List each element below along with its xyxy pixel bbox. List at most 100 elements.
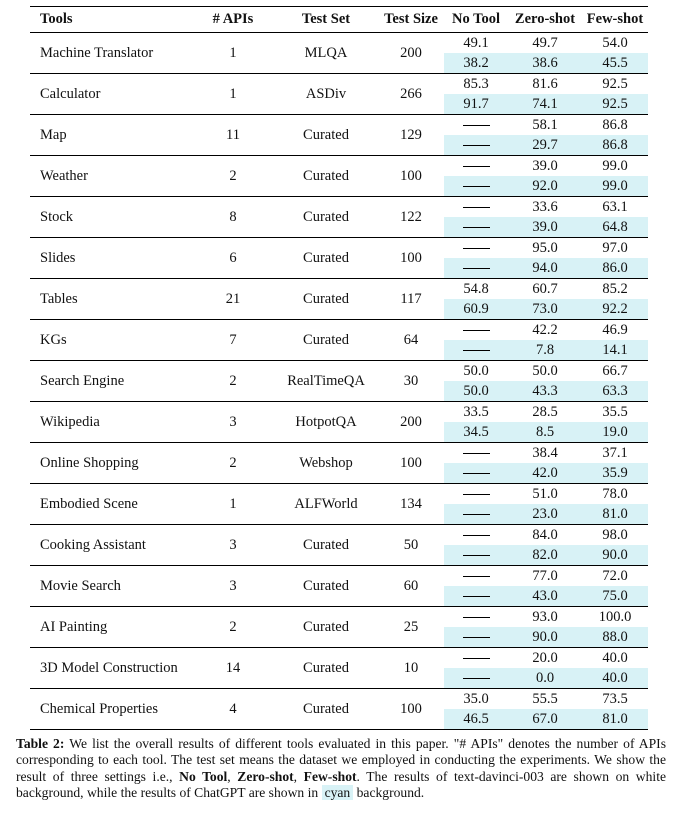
- cell-test-size: 100: [378, 155, 444, 197]
- score-pair: [444, 197, 508, 237]
- score-pair: 95.0 94.0: [508, 238, 582, 278]
- header-few-shot: Few-shot: [582, 6, 648, 33]
- caption-zero-shot: Zero-shot: [237, 768, 294, 784]
- chatgpt-score: [444, 340, 508, 360]
- cell-tool: AI Painting: [30, 606, 192, 648]
- chatgpt-score: 34.5: [444, 422, 508, 442]
- cell-zero-shot: 50.0 43.3: [508, 360, 582, 402]
- cell-few-shot: 85.2 92.2: [582, 278, 648, 320]
- cell-no-tool: [444, 196, 508, 238]
- cell-test-size: 10: [378, 647, 444, 689]
- cell-apis: 2: [192, 360, 274, 402]
- text-davinci-003-score: 33.5: [463, 403, 489, 420]
- score-pair: 81.6 74.1: [508, 74, 582, 114]
- cell-test-set: Curated: [274, 114, 378, 156]
- score-pair: [444, 607, 508, 647]
- chatgpt-score: 45.5: [582, 53, 648, 73]
- score-pair: 73.5 81.0: [582, 689, 648, 729]
- chatgpt-score: 73.0: [508, 299, 582, 319]
- header-apis: # APIs: [192, 6, 274, 33]
- no-result-dash: [462, 185, 490, 187]
- cell-tool: Cooking Assistant: [30, 524, 192, 566]
- text-davinci-003-score: 97.0: [602, 239, 628, 256]
- cell-test-set: ALFWorld: [274, 483, 378, 525]
- header-test-set: Test Set: [274, 6, 378, 33]
- cell-no-tool: [444, 647, 508, 689]
- score-pair: 85.2 92.2: [582, 279, 648, 319]
- text-davinci-003-score: [444, 525, 508, 545]
- text-davinci-003-score: 49.7: [532, 34, 558, 51]
- no-result-dash: [462, 636, 490, 638]
- text-davinci-003-score: 100.0: [598, 608, 632, 625]
- text-davinci-003-score: 63.1: [602, 198, 628, 215]
- cell-few-shot: 66.7 63.3: [582, 360, 648, 402]
- cell-test-size: 100: [378, 237, 444, 279]
- score-pair: [444, 115, 508, 155]
- cell-test-size: 100: [378, 688, 444, 730]
- chatgpt-score: 38.2: [444, 53, 508, 73]
- cell-few-shot: 78.0 81.0: [582, 483, 648, 525]
- cell-no-tool: 35.0 46.5: [444, 688, 508, 730]
- text-davinci-003-score: 85.3: [463, 75, 489, 92]
- caption-text-1: We list the overall results of different…: [16, 736, 666, 784]
- score-pair: 97.0 86.0: [582, 238, 648, 278]
- caption-text-2: . The results of text-davinci-003 are sh…: [16, 768, 666, 800]
- score-pair: 85.3 91.7: [444, 74, 508, 114]
- text-davinci-003-score: 20.0: [532, 649, 558, 666]
- cell-apis: 2: [192, 442, 274, 484]
- cell-apis: 2: [192, 606, 274, 648]
- score-pair: 35.5 19.0: [582, 402, 648, 442]
- score-pair: 50.0 43.3: [508, 361, 582, 401]
- cell-no-tool: [444, 114, 508, 156]
- cell-zero-shot: 39.0 92.0: [508, 155, 582, 197]
- chatgpt-score: [444, 668, 508, 688]
- table-row: Map 11 Curated 129 58.1 29.7 86.8 86.8: [30, 114, 648, 156]
- cell-tool: Wikipedia: [30, 401, 192, 443]
- no-result-dash: [462, 206, 490, 208]
- cell-zero-shot: 77.0 43.0: [508, 565, 582, 607]
- cell-few-shot: 63.1 64.8: [582, 196, 648, 238]
- cell-apis: 1: [192, 73, 274, 115]
- chatgpt-score: 46.5: [444, 709, 508, 729]
- chatgpt-score: 39.0: [508, 217, 582, 237]
- cell-test-size: 129: [378, 114, 444, 156]
- no-result-dash: [462, 124, 490, 126]
- cell-apis: 14: [192, 647, 274, 689]
- cell-zero-shot: 51.0 23.0: [508, 483, 582, 525]
- cell-no-tool: [444, 565, 508, 607]
- cell-test-size: 64: [378, 319, 444, 361]
- cell-no-tool: 54.8 60.9: [444, 278, 508, 320]
- cell-apis: 8: [192, 196, 274, 238]
- text-davinci-003-score: 95.0: [532, 239, 558, 256]
- score-pair: 60.7 73.0: [508, 279, 582, 319]
- score-pair: 51.0 23.0: [508, 484, 582, 524]
- cell-test-size: 100: [378, 442, 444, 484]
- cell-tool: 3D Model Construction: [30, 647, 192, 689]
- score-pair: 39.0 92.0: [508, 156, 582, 196]
- chatgpt-score: [444, 176, 508, 196]
- chatgpt-score: [444, 463, 508, 483]
- chatgpt-score: 86.0: [582, 258, 648, 278]
- cell-tool: Weather: [30, 155, 192, 197]
- cell-test-size: 266: [378, 73, 444, 115]
- text-davinci-003-score: 93.0: [532, 608, 558, 625]
- chatgpt-score: 23.0: [508, 504, 582, 524]
- cell-apis: 3: [192, 524, 274, 566]
- cell-test-set: Curated: [274, 319, 378, 361]
- text-davinci-003-score: 78.0: [602, 485, 628, 502]
- results-table-container: Tools # APIs Test Set Test Size No Tool …: [30, 6, 648, 730]
- chatgpt-score: 81.0: [582, 504, 648, 524]
- score-pair: 100.0 88.0: [582, 607, 648, 647]
- cell-apis: 21: [192, 278, 274, 320]
- text-davinci-003-score: 51.0: [532, 485, 558, 502]
- cell-test-size: 134: [378, 483, 444, 525]
- text-davinci-003-score: [444, 238, 508, 258]
- score-pair: 66.7 63.3: [582, 361, 648, 401]
- no-result-dash: [462, 575, 490, 577]
- text-davinci-003-score: 98.0: [602, 526, 628, 543]
- score-pair: [444, 648, 508, 688]
- header-tools: Tools: [30, 6, 192, 33]
- cell-tool: Calculator: [30, 73, 192, 115]
- chatgpt-score: 88.0: [582, 627, 648, 647]
- no-result-dash: [462, 657, 490, 659]
